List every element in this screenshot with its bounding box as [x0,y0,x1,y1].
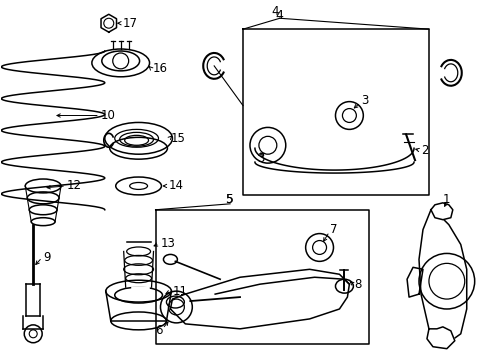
Polygon shape [430,203,452,220]
Text: 3: 3 [256,152,264,165]
Text: 5: 5 [224,193,232,206]
Text: 6: 6 [155,324,162,337]
Text: 16: 16 [152,62,167,75]
Text: 4: 4 [270,5,278,18]
Text: 15: 15 [170,132,185,145]
Polygon shape [426,327,454,349]
Text: 17: 17 [122,17,138,30]
Text: 14: 14 [168,179,183,193]
Text: 1: 1 [442,193,449,206]
Text: 8: 8 [354,278,361,291]
Text: 12: 12 [67,179,82,193]
Text: 3: 3 [361,94,368,107]
Text: 9: 9 [43,251,51,264]
Text: 4: 4 [275,9,283,22]
Text: 2: 2 [420,144,427,157]
Text: 10: 10 [101,109,116,122]
Text: 7: 7 [329,223,336,236]
Text: 13: 13 [160,237,175,250]
Text: 11: 11 [172,285,187,298]
Text: 5: 5 [225,193,234,206]
